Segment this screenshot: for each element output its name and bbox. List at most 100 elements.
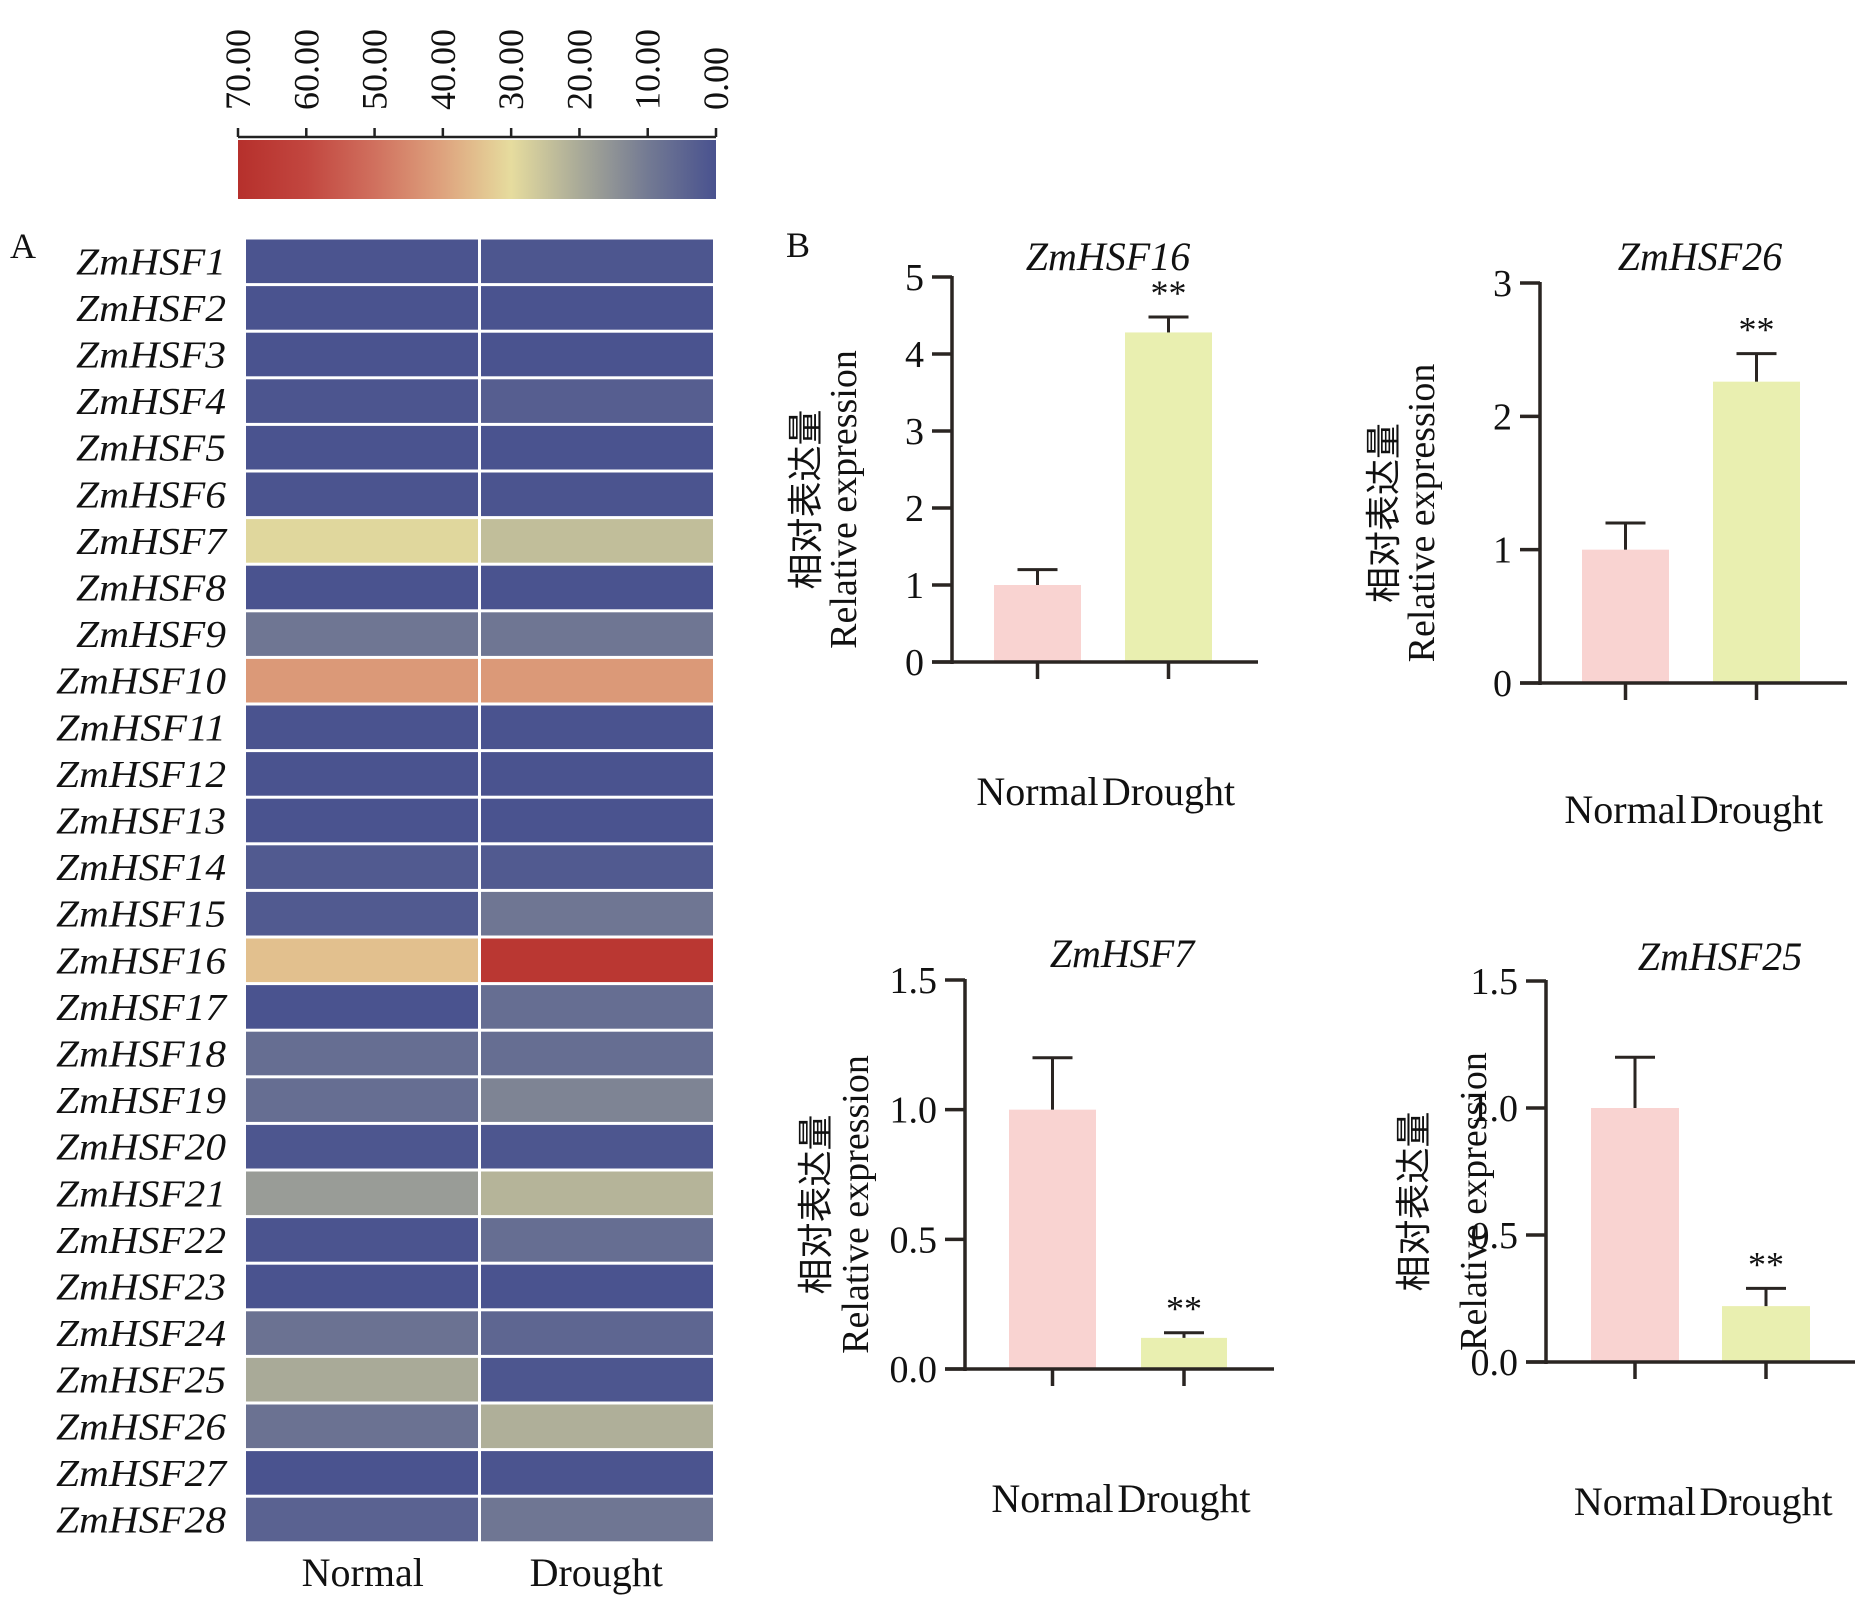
x-tick-label: Normal (1574, 1479, 1696, 1524)
heatmap-row-label: ZmHSF1 (76, 241, 226, 283)
heatmap-row-label: ZmHSF16 (56, 940, 226, 982)
heatmap-cell (246, 1404, 478, 1449)
heatmap-cell (481, 379, 713, 423)
heatmap-row-label: ZmHSF25 (56, 1360, 226, 1402)
chart-title: ZmHSF16 (1026, 234, 1190, 279)
panel-label-a: A (10, 226, 36, 266)
heatmap-cell (481, 1031, 713, 1076)
heatmap-cell (246, 286, 478, 330)
heatmap-row-label: ZmHSF9 (76, 614, 226, 656)
heatmap-cell (481, 1264, 713, 1309)
heatmap-row-label: ZmHSF11 (56, 707, 226, 749)
heatmap-cell (481, 612, 713, 656)
colorbar-tick-label: 70.00 (218, 29, 258, 110)
x-tick-label: Drought (1699, 1479, 1832, 1524)
heatmap-cell (481, 519, 713, 563)
heatmap-row-label: ZmHSF20 (56, 1127, 226, 1169)
panel-label-b: B (786, 225, 810, 265)
x-tick-label: Drought (1690, 787, 1823, 832)
heatmap-cell (481, 705, 713, 750)
colorbar: 70.00 60.00 50.00 40.00 30.00 20.00 10.00 0.00 (218, 29, 736, 199)
heatmap-cell (481, 798, 713, 843)
bar-drought (1722, 1306, 1810, 1362)
heatmap-cell (481, 985, 713, 1029)
heatmap-row-label: ZmHSF24 (56, 1313, 226, 1355)
heatmap-cell (246, 425, 478, 470)
significance-marker: ** (1748, 1244, 1784, 1284)
heatmap-cell (246, 938, 478, 983)
heatmap-row-label: ZmHSF2 (76, 288, 226, 330)
chart-title: ZmHSF7 (1050, 931, 1196, 976)
heatmap-row-label: ZmHSF21 (56, 1173, 226, 1215)
y-tick-label: 3 (1493, 263, 1512, 305)
heatmap-row-label: ZmHSF7 (76, 521, 228, 563)
heatmap-cell (481, 752, 713, 796)
heatmap-cell (246, 1171, 478, 1216)
y-tick-label: 1.0 (1471, 1088, 1519, 1130)
heatmap-row-label: ZmHSF26 (56, 1406, 226, 1448)
heatmap-cell (246, 1311, 478, 1355)
heatmap-cell (481, 658, 713, 703)
colorbar-tick-label: 10.00 (628, 29, 668, 110)
heatmap-cell (481, 1124, 713, 1169)
y-tick-label: 0.0 (1471, 1342, 1519, 1384)
heatmap-cell (246, 658, 478, 703)
heatmap-row-label: ZmHSF28 (56, 1500, 226, 1542)
heatmap-cell (481, 1078, 713, 1122)
heatmap-row-label: ZmHSF23 (56, 1267, 226, 1309)
heatmap-cell (481, 286, 713, 330)
x-tick-label: Normal (1564, 787, 1686, 832)
bar-chart-zmhsf26: ZmHSF26 Normal ** Drought 0 1 2 3 Relative expre… (1364, 234, 1847, 832)
heatmap-row-label: ZmHSF13 (56, 801, 226, 843)
heatmap-row-label: ZmHSF19 (56, 1080, 226, 1122)
y-tick-label: 1 (905, 565, 924, 607)
y-tick-label: 1.5 (1471, 961, 1519, 1003)
y-axis-label: Relative expression (835, 1055, 877, 1354)
heatmap-row-label: ZmHSF4 (76, 381, 226, 423)
bar-drought (1713, 381, 1800, 683)
y-tick-label: 0.0 (890, 1349, 938, 1391)
heatmap-cell (246, 705, 478, 750)
heatmap-cell (246, 239, 478, 284)
heatmap-cell (481, 938, 713, 983)
y-axis-label-cn: 相对表达量 (786, 409, 827, 589)
heatmap-row-label: ZmHSF17 (56, 987, 228, 1029)
colorbar-tick-label: 30.00 (491, 29, 531, 110)
bar-normal (1591, 1108, 1679, 1362)
heatmap-cell (246, 1031, 478, 1076)
heatmap-row-label: ZmHSF8 (76, 568, 226, 610)
bar-normal (1009, 1109, 1096, 1369)
y-tick-label: 3 (905, 411, 924, 453)
x-tick-label: Drought (1117, 1476, 1250, 1521)
heatmap-row-label: ZmHSF6 (76, 474, 226, 516)
heatmap-row-label: ZmHSF14 (56, 847, 226, 889)
y-tick-label: 2 (905, 488, 924, 530)
heatmap-cell (481, 1311, 713, 1355)
y-axis-label: Relative expression (1453, 1052, 1495, 1351)
heatmap-cell (481, 332, 713, 377)
heatmap-cell (481, 891, 713, 936)
heatmap-cell (481, 239, 713, 284)
x-tick-label: Normal (976, 769, 1098, 814)
heatmap-cell (246, 472, 478, 517)
chart-title: ZmHSF25 (1638, 934, 1802, 979)
bar-chart-zmhsf25: ZmHSF25 Normal ** Drought 0.0 0.5 1.0 1.5 Relati… (1394, 934, 1855, 1524)
heatmap-cell (246, 519, 478, 563)
heatmap-cell (246, 1078, 478, 1122)
y-tick-label: 2 (1493, 396, 1512, 438)
heatmap-cell (246, 565, 478, 610)
heatmap-cell (481, 1451, 713, 1495)
colorbar-tick-label: 60.00 (286, 29, 326, 110)
colorbar-tick-label: 0.00 (696, 47, 736, 110)
heatmap-row-label: ZmHSF12 (56, 754, 226, 796)
heatmap-row-label: ZmHSF27 (56, 1453, 228, 1495)
colorbar-tick-label: 40.00 (423, 29, 463, 110)
x-tick-label: Drought (1102, 769, 1235, 814)
heatmap-cell (246, 1124, 478, 1169)
colorbar-tick-label: 20.00 (559, 29, 599, 110)
heatmap-row-label: ZmHSF5 (76, 428, 226, 470)
bar-normal (994, 585, 1081, 662)
heatmap-cell (481, 425, 713, 470)
heatmap-cell (481, 1357, 713, 1402)
